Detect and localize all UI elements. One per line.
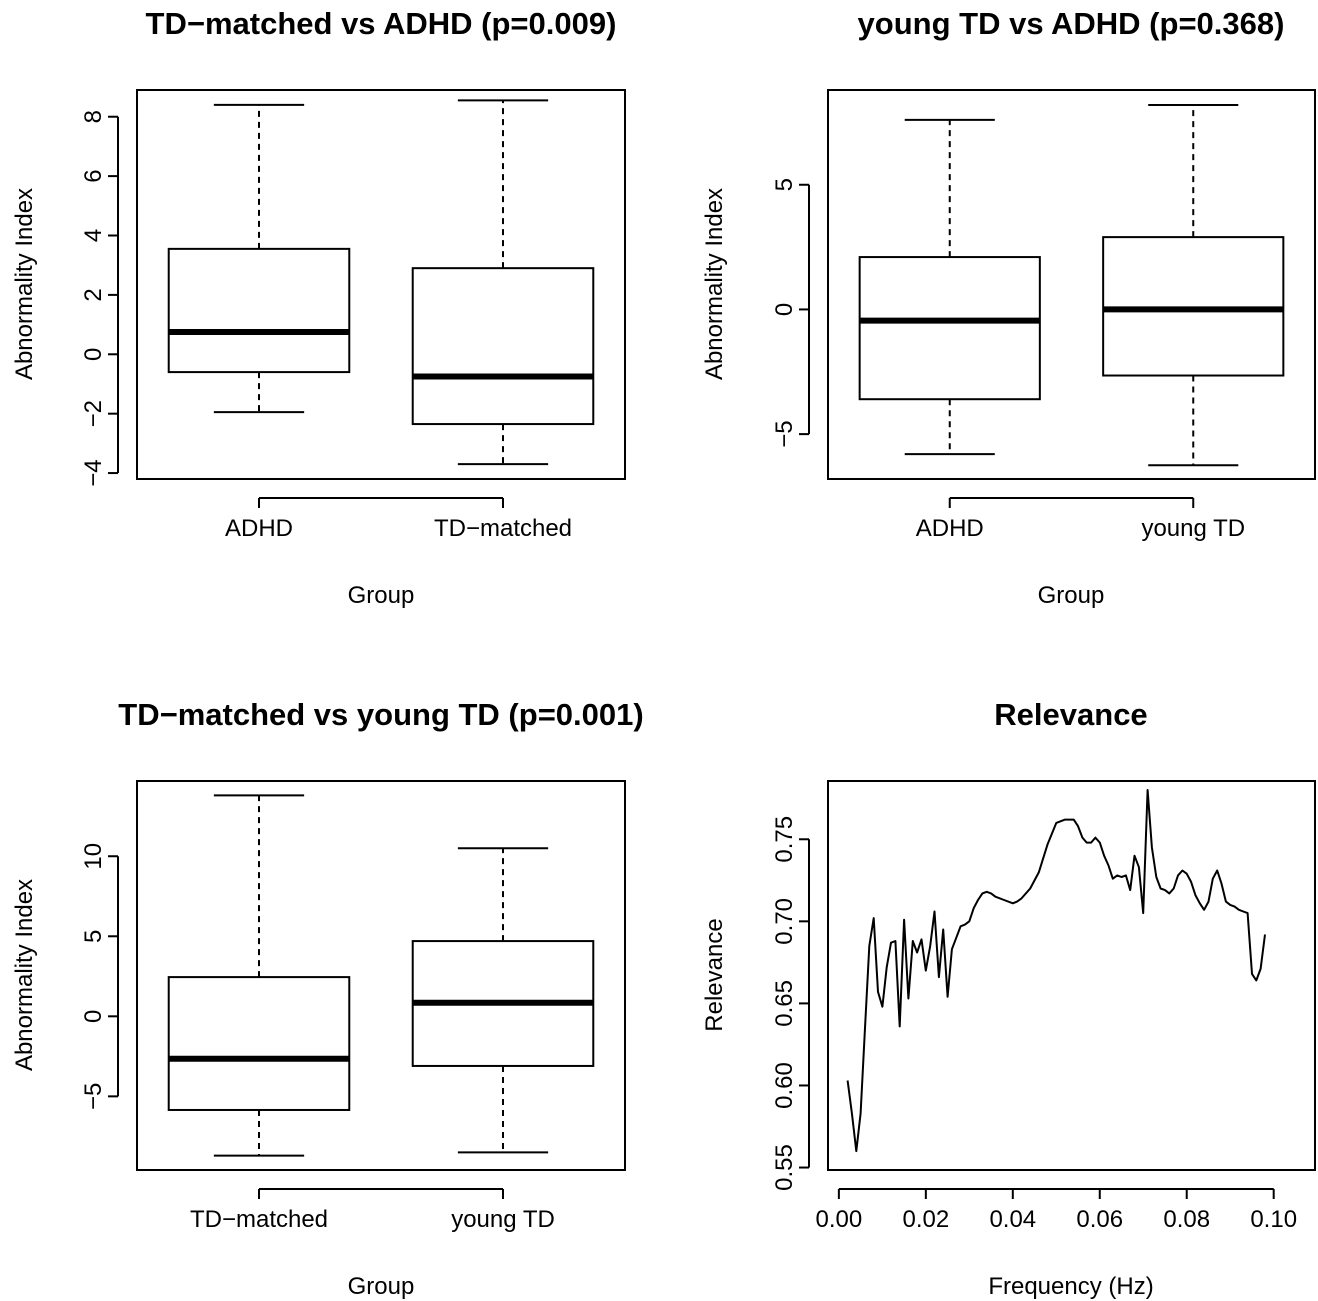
iqr-box	[411, 267, 595, 426]
x-axis-title: Group	[348, 582, 415, 609]
panel-td-matched-vs-adhd: TD−matched vs ADHD (p=0.009) Abnormality…	[11, 6, 626, 609]
y-tick-label: 4	[80, 229, 107, 242]
y-tick-label: 0.70	[771, 898, 798, 945]
y-tick-label: −2	[80, 400, 107, 427]
iqr-box	[167, 247, 351, 374]
y-tick-label: 6	[80, 169, 107, 182]
iqr-box	[1102, 236, 1285, 377]
panel-title: TD−matched vs young TD (p=0.001)	[118, 697, 643, 732]
x-tick-label: 0.06	[1076, 1206, 1123, 1233]
panel-title: Relevance	[994, 697, 1147, 732]
y-tick-label: 8	[80, 110, 107, 123]
x-tick-label: ADHD	[225, 515, 293, 542]
y-tick-label: 2	[80, 288, 107, 301]
y-tick-label: −5	[80, 1083, 107, 1110]
iqr-box	[167, 976, 351, 1111]
relevance-series-line	[846, 789, 1266, 1153]
y-tick-label: 0.65	[771, 980, 798, 1027]
panel-td-matched-vs-young-td: TD−matched vs young TD (p=0.001) Abnorma…	[11, 697, 644, 1300]
y-tick-label: −4	[80, 459, 107, 486]
plot-frame	[136, 89, 626, 480]
panel-title: young TD vs ADHD (p=0.368)	[858, 6, 1285, 41]
panel-title: TD−matched vs ADHD (p=0.009)	[146, 6, 617, 41]
plot-frame	[827, 780, 1316, 1171]
x-tick-label: 0.02	[902, 1206, 949, 1233]
y-axis-title: Abnormality Index	[701, 188, 728, 380]
iqr-box	[858, 256, 1041, 401]
y-tick-label: 0.75	[771, 816, 798, 863]
y-tick-label: 0	[80, 1010, 107, 1023]
x-axis-title: Group	[1038, 582, 1105, 609]
x-axis-title: Group	[348, 1273, 415, 1300]
x-tick-label: 0.08	[1163, 1206, 1210, 1233]
y-tick-label: 0	[80, 348, 107, 361]
x-axis-title: Frequency (Hz)	[988, 1273, 1153, 1300]
y-tick-label: 0.60	[771, 1062, 798, 1109]
y-tick-label: −5	[771, 420, 798, 447]
x-tick-label: young TD	[451, 1206, 555, 1233]
plot-frame	[136, 780, 626, 1171]
panel-young-td-vs-adhd: young TD vs ADHD (p=0.368) Abnormality I…	[701, 6, 1316, 609]
y-axis-title: Abnormality Index	[11, 188, 38, 380]
y-axis-title: Relevance	[701, 918, 728, 1031]
y-tick-label: 5	[771, 178, 798, 191]
y-tick-label: 0	[771, 303, 798, 316]
x-tick-label: young TD	[1141, 515, 1245, 542]
x-tick-label: TD−matched	[434, 515, 572, 542]
x-tick-label: TD−matched	[190, 1206, 328, 1233]
x-tick-label: ADHD	[916, 515, 984, 542]
x-tick-label: 0.04	[989, 1206, 1036, 1233]
y-tick-label: 5	[80, 930, 107, 943]
x-tick-label: 0.00	[816, 1206, 863, 1233]
x-tick-label: 0.10	[1250, 1206, 1297, 1233]
plot-frame	[827, 89, 1316, 480]
panel-relevance: Relevance Relevance Frequency (Hz) 0.55 0…	[701, 697, 1316, 1300]
y-tick-label: 10	[80, 843, 107, 870]
y-tick-label: 0.55	[771, 1144, 798, 1191]
y-axis-title: Abnormality Index	[11, 879, 38, 1071]
